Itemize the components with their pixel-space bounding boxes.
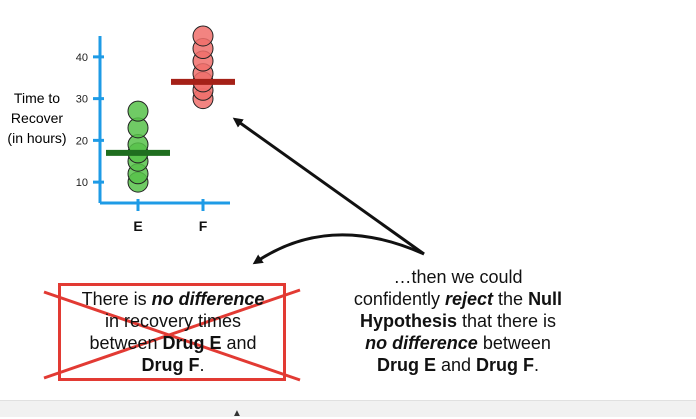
conclusion-line-2c: the	[493, 289, 529, 309]
y-tick-label: 40	[76, 52, 88, 64]
null-text-3b: Drug E	[162, 333, 222, 353]
conclusion-line-2d: Null	[528, 289, 563, 309]
null-text-1a: There is	[81, 289, 152, 309]
cross-line-2	[43, 288, 301, 380]
conclusion-line-5d: .	[534, 355, 540, 375]
conclusion-line-1: …then we could	[393, 267, 523, 287]
conclusion-line-2a: confidently	[353, 289, 445, 309]
conclusion-line-5b: and	[435, 355, 477, 375]
chart-points	[127, 25, 214, 193]
conclusion-line-4a: no difference	[365, 333, 478, 353]
null-text-4b: .	[199, 355, 205, 375]
conclusion-text: …then we could confidently reject the Nu…	[318, 266, 598, 376]
conclusion-line-2b: reject	[444, 289, 494, 309]
data-point	[192, 25, 214, 47]
cross-line-1	[43, 290, 301, 382]
y-axis-label-line-3: (in hours)	[7, 130, 67, 146]
mouse-cursor-icon: ▲	[232, 408, 242, 419]
y-tick-label: 20	[76, 135, 88, 147]
null-text-4a: Drug F	[141, 355, 200, 375]
y-axis-label-line-2: Recover	[10, 110, 64, 126]
conclusion-line-5c: Drug F	[476, 355, 535, 375]
conclusion-line-4b: between	[477, 333, 551, 353]
y-axis-label-line-1: Time to	[13, 90, 61, 106]
chart-means	[106, 78, 235, 156]
y-axis-label: Time to Recover (in hours)	[0, 88, 74, 148]
conclusion-line-3a: Hypothesis	[359, 311, 457, 331]
conclusion-line-5a: Drug E	[376, 355, 436, 375]
conclusion-line-3b: that there is	[456, 311, 557, 331]
arrow-to-null-statement	[252, 233, 425, 265]
x-tick-label: F	[199, 218, 208, 234]
null-text-3a: between	[89, 333, 163, 353]
arrow-to-drug-f	[232, 117, 425, 256]
y-tick-label: 10	[76, 177, 88, 189]
null-text-3c: and	[221, 333, 257, 353]
null-text-1b: no difference	[151, 289, 265, 309]
null-statement-text: There is no difference in recovery times…	[62, 288, 284, 376]
chart-axes: 10 20 30 40 E F	[76, 36, 230, 234]
window-bottom-bar	[0, 400, 696, 417]
x-tick-label: E	[133, 218, 142, 234]
null-statement-box	[58, 283, 286, 381]
y-tick-label: 30	[76, 94, 88, 106]
null-text-2: in recovery times	[104, 311, 242, 331]
data-point	[127, 100, 149, 122]
